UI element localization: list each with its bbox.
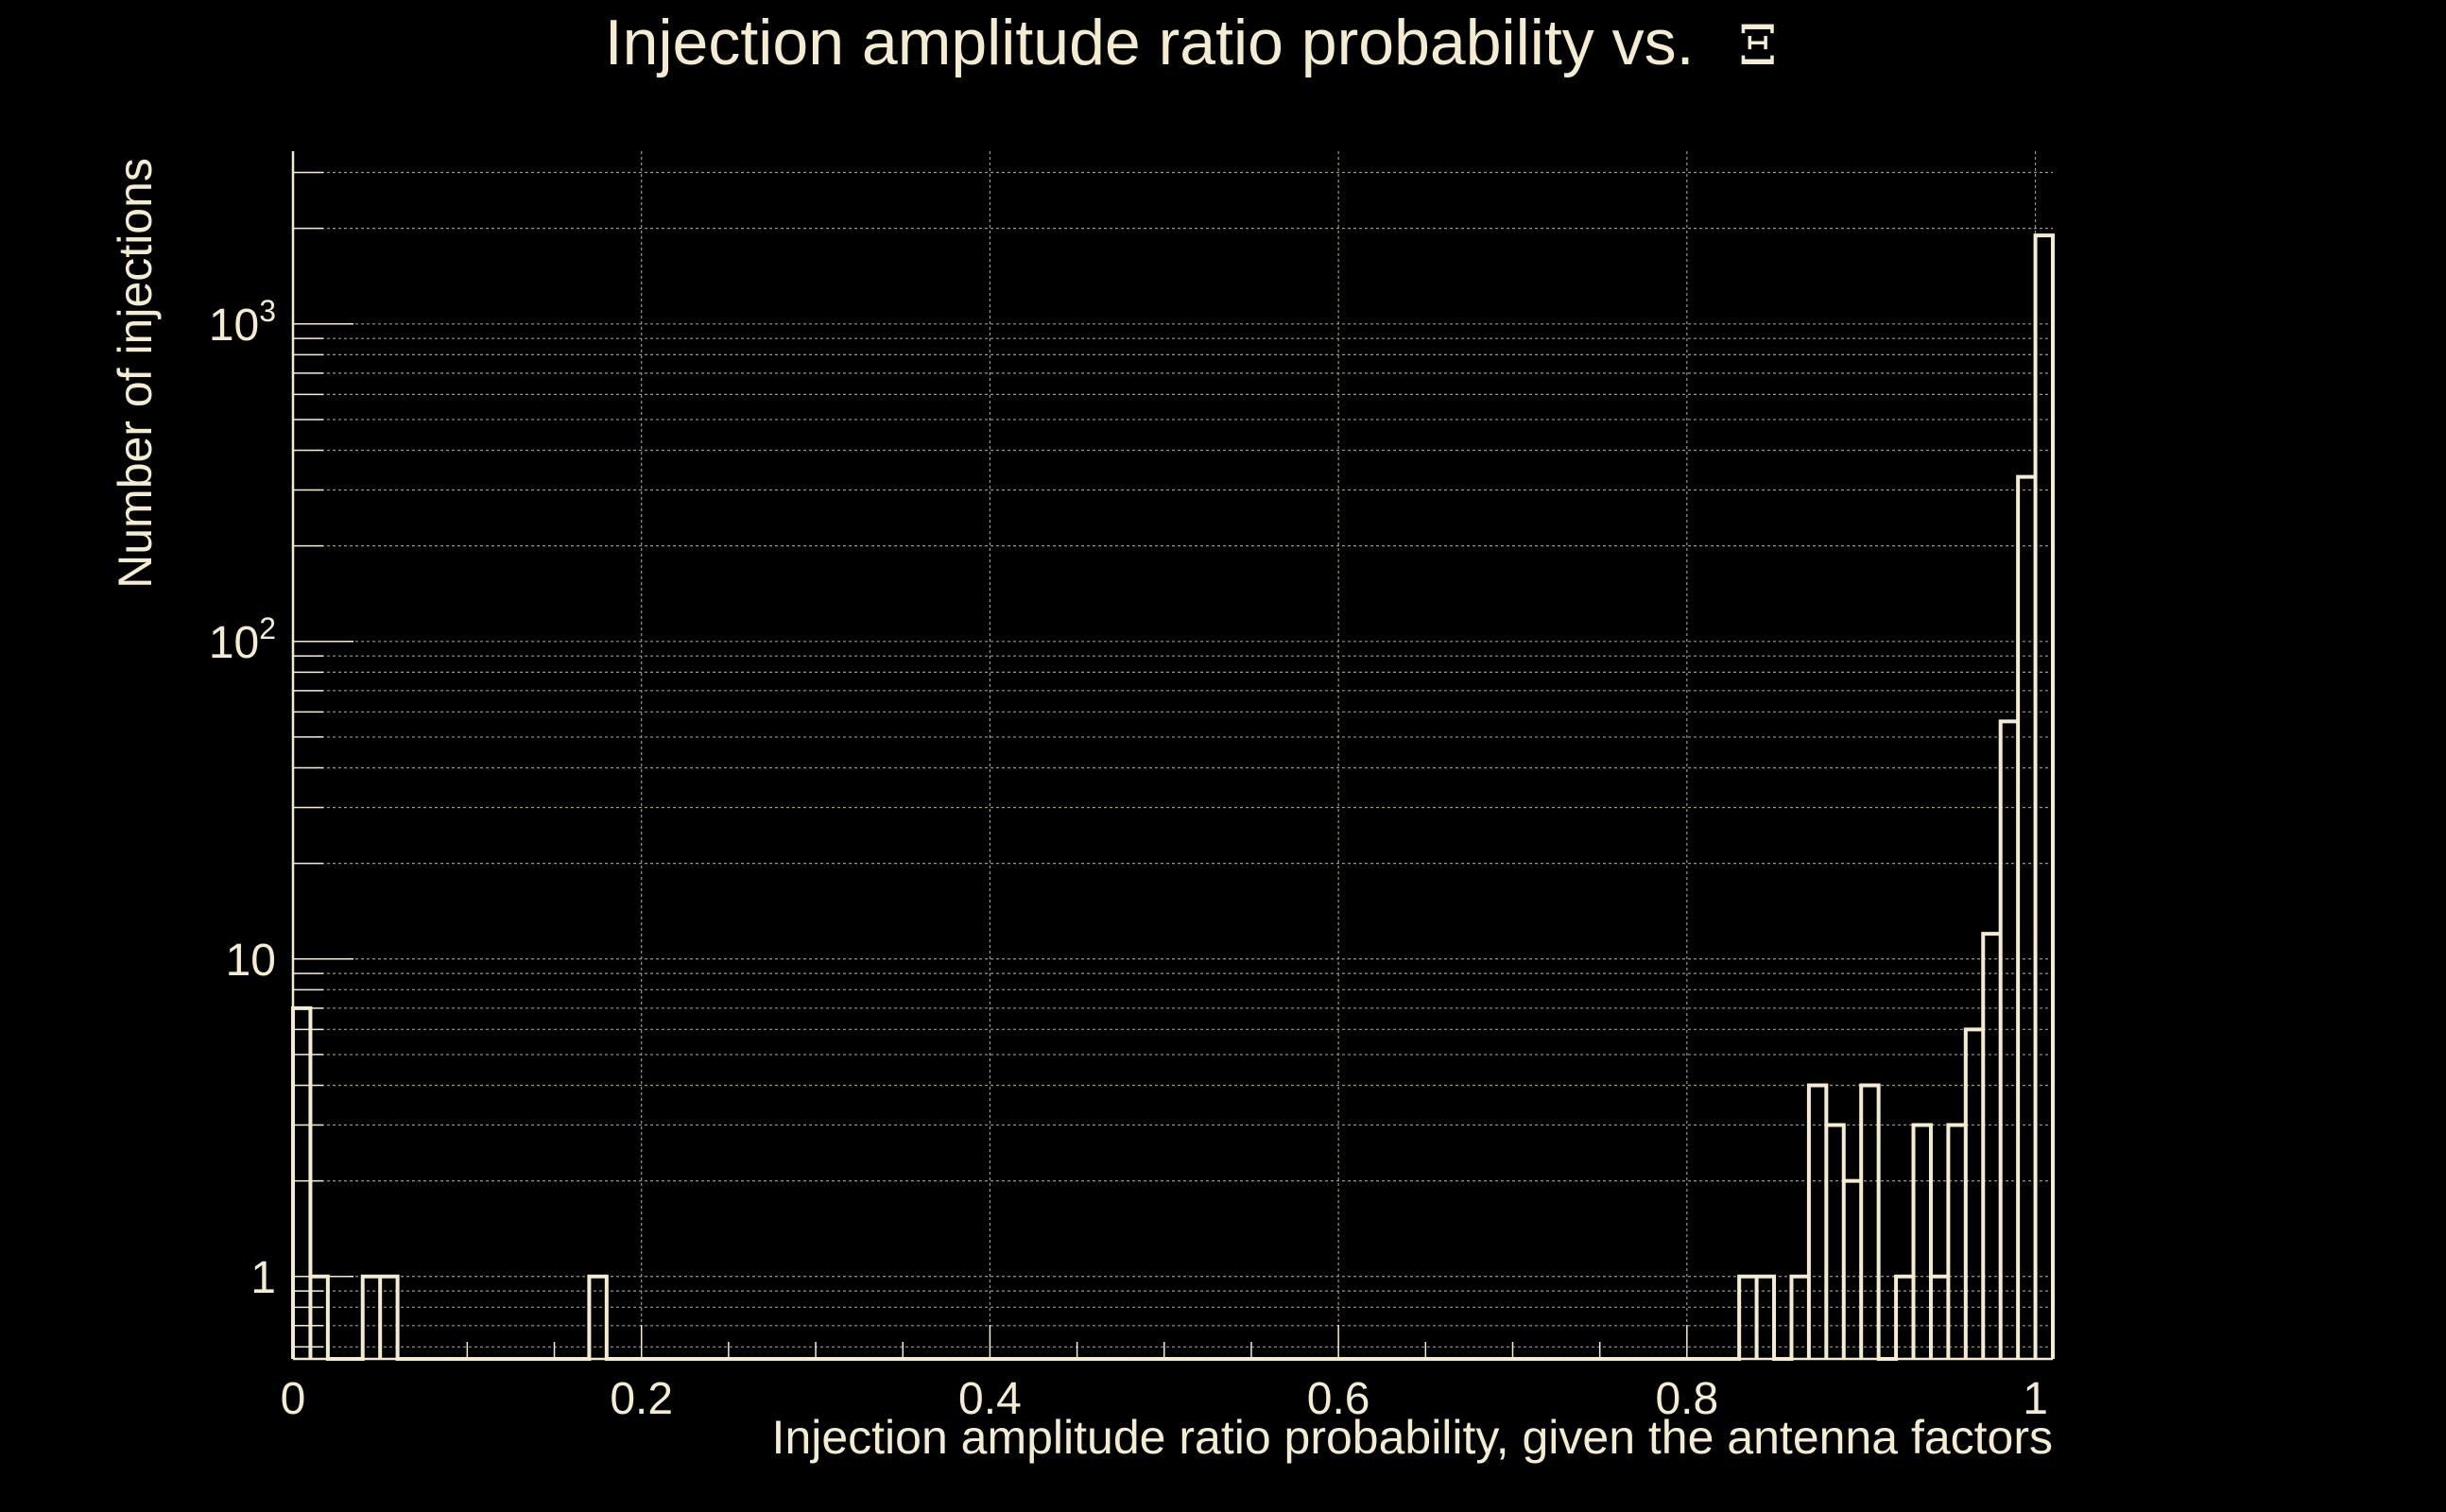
y-tick-label: 1 bbox=[250, 1253, 276, 1303]
x-tick-label: 0.4 bbox=[958, 1374, 1022, 1424]
y-tick-label: 10 bbox=[226, 936, 276, 986]
chart-title-symbol: Ξ bbox=[1738, 13, 1777, 77]
histogram-outline bbox=[291, 233, 2055, 1361]
x-tick-label: 1 bbox=[2023, 1374, 2048, 1424]
x-tick-label: 0.2 bbox=[610, 1374, 673, 1424]
x-tick-label: 0.6 bbox=[1307, 1374, 1370, 1424]
y-tick-label: 103 bbox=[209, 294, 276, 351]
chart-title-text: Injection amplitude ratio probability vs… bbox=[605, 7, 1695, 78]
chart-title: Injection amplitude ratio probability vs… bbox=[605, 7, 1778, 78]
x-tick-labels: 0 0.2 0.4 0.6 0.8 1 bbox=[281, 1374, 2048, 1424]
y-tick-labels: 1 10 102 103 bbox=[209, 294, 276, 1303]
y-tick-label: 102 bbox=[209, 611, 276, 668]
y-axis-label: Number of injections bbox=[109, 158, 162, 589]
x-axis-label: Injection amplitude ratio probability, g… bbox=[772, 1411, 2053, 1464]
x-tick-label: 0 bbox=[281, 1374, 306, 1424]
x-tick-label: 0.8 bbox=[1655, 1374, 1718, 1424]
